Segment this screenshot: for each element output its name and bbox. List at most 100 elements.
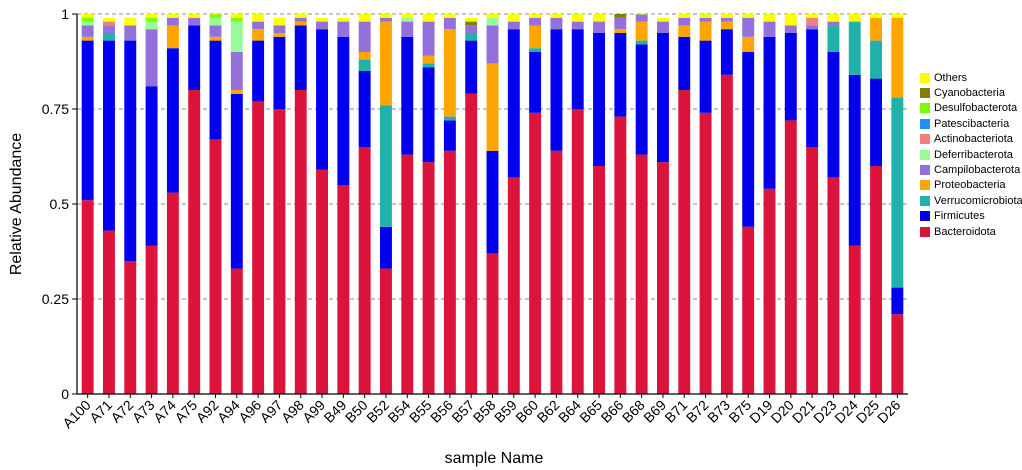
bar-group-A99 (316, 17, 329, 394)
bar-segment (273, 25, 286, 33)
bar-group-B56 (443, 14, 456, 394)
bar-segment (720, 14, 733, 18)
bar-segment (188, 14, 201, 18)
legend-swatch (920, 134, 930, 145)
bar-segment (571, 29, 584, 110)
bar-segment (593, 166, 606, 394)
bar-segment (145, 14, 158, 18)
bar-segment (209, 25, 222, 37)
bar-segment (891, 287, 904, 315)
bar-segment (188, 25, 201, 90)
bar-segment (422, 162, 435, 394)
x-axis-title: sample Name (445, 450, 544, 467)
bar-group-D25 (870, 14, 883, 394)
bar-segment (784, 25, 797, 33)
bar-segment (379, 21, 392, 106)
bar-segment (550, 150, 563, 394)
bar-group-B69 (656, 17, 669, 394)
bar-segment (635, 40, 648, 45)
bar-segment (166, 17, 179, 26)
bar-segment (763, 188, 776, 394)
bar-segment (465, 25, 478, 33)
bar-segment (720, 74, 733, 395)
bar-segment (188, 17, 201, 26)
bar-group-B54 (401, 14, 414, 394)
bar-segment (678, 17, 691, 26)
bar-segment (891, 17, 904, 98)
bar-segment (209, 14, 222, 15)
legend-label: Verrucomicrobiota (934, 194, 1022, 207)
bar-segment (529, 25, 542, 49)
bar-segment (593, 33, 606, 166)
bar-segment (102, 33, 115, 41)
bar-segment (230, 17, 243, 22)
bar-segment (571, 109, 584, 394)
legend-swatch (920, 226, 930, 237)
legend-swatch (920, 118, 930, 129)
bar-segment (656, 162, 669, 394)
bar-segment (699, 14, 712, 18)
bar-segment (656, 17, 669, 22)
bar-segment (870, 166, 883, 394)
bar-segment (81, 25, 94, 37)
bar-segment (401, 21, 414, 37)
bar-segment (507, 14, 520, 22)
legend-item: Cyanobacteria (920, 85, 1022, 100)
bar-segment (230, 52, 243, 90)
bar-segment (145, 245, 158, 394)
legend-swatch (920, 103, 930, 114)
legend-item: Deferribacterota (920, 147, 1022, 162)
legend-label: Actinobacteriota (934, 133, 1013, 146)
legend-label: Desulfobacterota (934, 102, 1018, 115)
bar-segment (252, 101, 265, 395)
y-tick-label: 0.5 (50, 196, 70, 212)
bar-group-B52 (379, 14, 392, 394)
bar-segment (337, 36, 350, 185)
bar-segment (166, 14, 179, 18)
bar-segment (763, 21, 776, 37)
bar-segment (166, 192, 179, 394)
bar-segment (102, 25, 115, 33)
bar-segment (699, 21, 712, 41)
legend-item: Patescibacteria (920, 116, 1022, 131)
bar-group-B65 (593, 14, 606, 394)
legend-item: Verrucomicrobiota (920, 193, 1022, 208)
bar-segment (486, 25, 499, 64)
bar-segment (252, 29, 265, 41)
bar-segment (720, 29, 733, 75)
bar-segment (848, 74, 861, 246)
bar-segment (294, 14, 307, 18)
bar-segment (294, 21, 307, 26)
bar-segment (720, 21, 733, 30)
bar-group-B62 (550, 14, 563, 394)
bar-segment (635, 14, 648, 22)
bar-segment (614, 33, 627, 117)
bar-segment (102, 21, 115, 26)
bar-segment (358, 147, 371, 394)
y-tick-label: 0.75 (42, 101, 69, 117)
bar-segment (742, 36, 755, 52)
bar-group-D24 (848, 14, 861, 394)
bar-group-B66 (614, 14, 627, 394)
bar-segment (273, 36, 286, 109)
bar-segment (145, 21, 158, 30)
bar-segment (571, 14, 584, 22)
bar-segment (102, 40, 115, 231)
bar-segment (529, 48, 542, 52)
legend-item: Desulfobacterota (920, 101, 1022, 116)
bar-segment (81, 14, 94, 18)
bar-segment (465, 93, 478, 395)
bar-group-A92 (209, 14, 222, 394)
legend-label: Others (934, 71, 968, 84)
bar-segment (145, 29, 158, 87)
bar-segment (443, 29, 456, 117)
bar-segment (635, 14, 648, 15)
bar-segment (614, 14, 627, 18)
bar-segment (614, 116, 627, 394)
bar-group-B75 (742, 14, 755, 394)
bar-segment (379, 268, 392, 394)
bar-segment (209, 14, 222, 18)
bar-segment (699, 40, 712, 113)
bar-segment (422, 14, 435, 22)
bar-segment (422, 55, 435, 64)
